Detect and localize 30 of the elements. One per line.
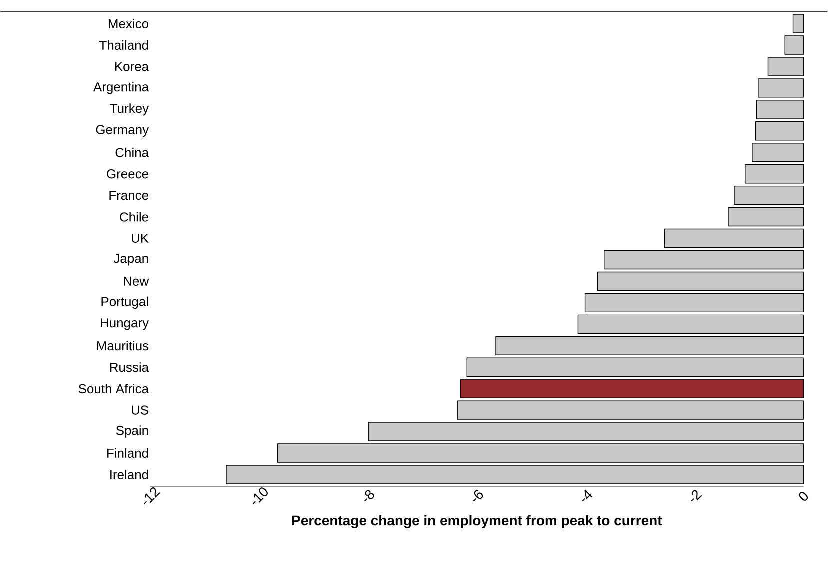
x-tick-label: -8 [364,490,374,502]
y-tick-label: Finland [108,448,148,458]
y-tick-label: South Africa [78,384,150,394]
x-tick-label: -6 [473,490,484,502]
y-tick-label: Hungary [101,318,150,330]
y-tick-label: Korea [115,62,150,72]
x-tick-label: -12 [144,487,160,504]
y-tick-label: UK [132,234,149,243]
y-tick-label: Turkey [110,103,150,116]
y-tick-label: Thailand [100,40,148,50]
y-tick-label: Mexico [108,18,149,28]
y-tick-label: Chile [120,212,148,222]
y-tick-label: Portugal [102,296,148,309]
x-tick-label: -10 [252,487,268,504]
y-tick-label: New [124,276,150,286]
y-tick-label: Ireland [110,470,148,480]
y-tick-label: Spain [116,425,148,438]
y-tick-label: China [116,148,150,158]
y-tick-label: Mauritius [97,340,149,350]
y-tick-label: Germany [96,125,150,137]
y-tick-label: France [110,190,148,200]
x-axis-title: Percentage change in employment from peak to current [292,515,662,528]
y-tick-label: Argentina [93,82,150,94]
y-tick-label: US [132,405,148,415]
y-tick-label: Japan [114,254,148,266]
x-tick-label: 0 [799,492,808,501]
y-tick-label: Greece [107,169,148,178]
y-tick-label: Russia [110,362,150,372]
x-tick-label: -2 [691,490,702,502]
x-tick-label: -4 [582,490,592,502]
